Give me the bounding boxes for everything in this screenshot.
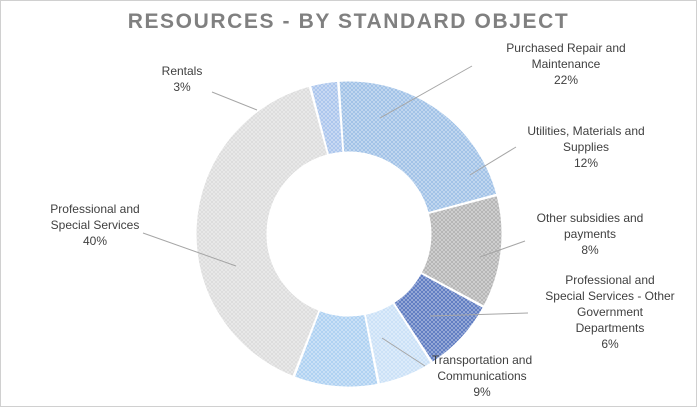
slice-label-line: 8% [581,243,599,257]
slice-label-line: Supplies [563,140,609,154]
slice-texture [294,310,378,387]
leader-line-4 [479,240,526,258]
slice-label-line: Purchased Repair and [506,41,625,55]
slice-texture [421,195,502,307]
donut-slice-4 [393,272,484,363]
slice-label-line: 6% [601,337,619,351]
slice-label-line: Departments [576,321,645,335]
leader-line-7 [142,232,237,267]
slice-label-line: 9% [473,385,491,399]
slice-label-line: Professional and [565,273,654,287]
slice-texture [365,303,432,384]
slice-label-line: Communications [437,369,526,383]
slice-label-line: Special Services [51,218,140,232]
slice-texture [393,273,484,363]
slice-label-line: Maintenance [532,57,601,71]
slice-texture [310,81,343,155]
slice-label-5: Professional and Special Services - Other… [545,273,674,351]
donut-slice-5 [364,302,432,385]
slice-label-line: Government [577,305,644,319]
slice-label-1: Rentals 3% [162,64,203,94]
slice-label-7: Professional and Special Services 40% [50,202,139,248]
slice-label-line: 3% [173,80,191,94]
slice-label-line: Professional and [50,202,139,216]
leader-line-1 [211,91,258,111]
slice-label-line: 22% [554,73,578,87]
slice-label-2: Purchased Repair and Maintenance 22% [506,41,625,87]
slice-texture [339,81,497,213]
donut-slice-2 [338,80,498,214]
leader-line-5 [429,312,529,317]
slice-label-line: Transportation and [432,353,532,367]
slice-texture [196,86,328,377]
slice-label-line: 40% [83,234,107,248]
slice-label-line: Rentals [162,64,203,78]
donut-slice-6 [293,309,379,388]
leader-line-3 [469,146,517,176]
donut-slice-3 [420,195,503,307]
slice-label-line: Other subsidies and [537,211,644,225]
slice-label-6: Transportation and Communications 9% [432,353,532,399]
donut-slice-1 [310,80,344,156]
leader-line-2 [379,65,473,119]
donut-slice-7 [195,85,329,378]
slice-label-3: Utilities, Materials and Supplies 12% [527,124,644,170]
slice-label-line: payments [564,227,616,241]
chart-title: RESOURCES - BY STANDARD OBJECT [127,10,570,33]
slice-label-line: Utilities, Materials and [527,124,644,138]
slice-label-line: Special Services - Other [545,289,674,303]
leader-line-6 [381,337,426,367]
slice-label-line: 12% [574,156,598,170]
slice-label-4: Other subsidies and payments 8% [537,211,644,257]
